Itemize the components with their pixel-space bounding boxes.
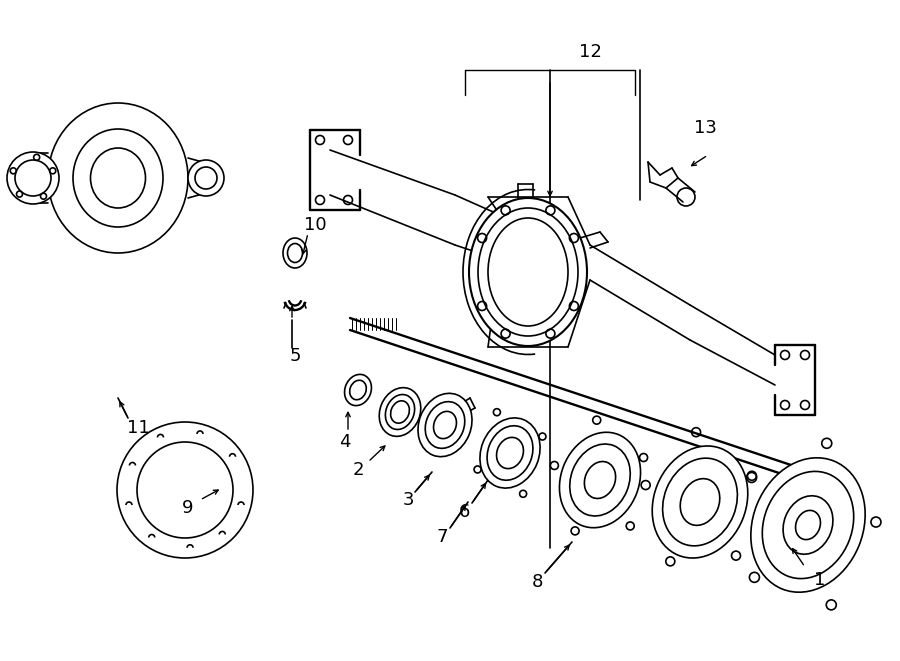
Circle shape [117,422,253,558]
Ellipse shape [283,238,307,268]
Ellipse shape [379,387,421,436]
Text: 3: 3 [402,491,414,509]
Text: 11: 11 [127,419,149,437]
Ellipse shape [652,446,748,558]
Ellipse shape [469,198,587,346]
Text: 12: 12 [579,43,601,61]
Ellipse shape [480,418,540,488]
Text: 8: 8 [531,573,543,591]
Circle shape [7,152,59,204]
Text: 5: 5 [289,347,301,365]
Ellipse shape [418,393,472,457]
Text: 4: 4 [339,433,351,451]
Text: 10: 10 [303,216,327,234]
Ellipse shape [560,432,641,527]
Text: 7: 7 [436,528,448,546]
Text: 9: 9 [182,499,194,517]
Text: 2: 2 [352,461,364,479]
Text: 6: 6 [458,503,470,521]
Circle shape [188,160,224,196]
Text: 1: 1 [814,571,825,589]
Ellipse shape [751,458,865,592]
Ellipse shape [345,374,372,406]
Text: 13: 13 [694,119,716,137]
Ellipse shape [48,103,188,253]
